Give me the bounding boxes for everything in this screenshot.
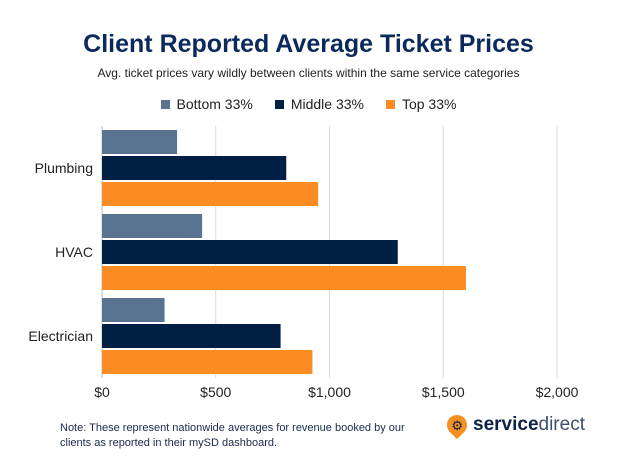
legend-label: Bottom 33% [176, 96, 253, 112]
x-tick-label: $2,000 [536, 384, 579, 400]
x-tick-label: $0 [94, 384, 110, 400]
bar-electrician-2 [102, 350, 313, 374]
legend-item-middle: Middle 33% [274, 96, 364, 112]
legend-swatch [274, 99, 284, 109]
legend-label: Top 33% [401, 96, 457, 112]
logo-text-bold: service [473, 414, 539, 435]
category-label: Plumbing [35, 160, 93, 176]
bar-plumbing-0 [102, 130, 178, 154]
bar-hvac-1 [102, 240, 398, 264]
bar-hvac-0 [102, 214, 203, 238]
bar-plumbing-2 [102, 182, 319, 206]
chart-subtitle: Avg. ticket prices vary wildly between c… [97, 66, 520, 80]
category-label: HVAC [55, 244, 93, 260]
bar-electrician-0 [102, 298, 165, 322]
bar-plumbing-1 [102, 156, 287, 180]
footnote: Note: These represent nationwide average… [60, 422, 405, 449]
x-tick-label: $500 [200, 384, 231, 400]
legend-swatch [385, 99, 395, 109]
legend: Bottom 33% Middle 33% Top 33% [0, 96, 617, 112]
category-label: Electrician [28, 328, 93, 344]
servicedirect-logo: ⚙ servicedirect [442, 410, 585, 440]
logo-text-light: direct [538, 414, 585, 435]
gear-pin-icon: ⚙ [442, 410, 472, 440]
legend-swatch [160, 99, 170, 109]
legend-item-top: Top 33% [385, 96, 457, 112]
bar-electrician-1 [102, 324, 281, 348]
legend-label: Middle 33% [290, 96, 364, 112]
chart-title: Client Reported Average Ticket Prices [83, 30, 534, 58]
x-tick-label: $1,500 [422, 384, 465, 400]
legend-item-bottom: Bottom 33% [160, 96, 253, 112]
x-tick-label: $1,000 [308, 384, 351, 400]
bar-hvac-2 [102, 266, 466, 290]
